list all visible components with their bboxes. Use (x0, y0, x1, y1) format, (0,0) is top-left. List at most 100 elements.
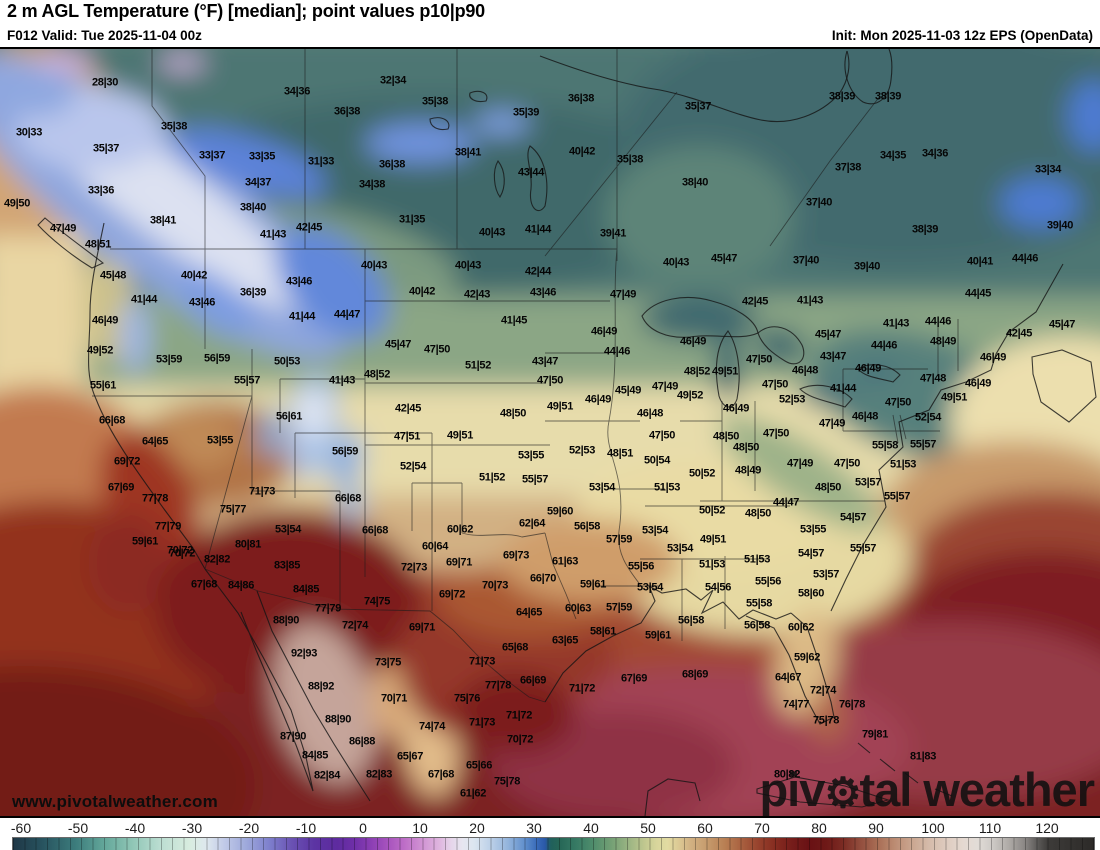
state-border-paths (92, 49, 959, 703)
point-value-label: 51|53 (698, 558, 726, 571)
point-value-label: 53|54 (641, 524, 669, 537)
point-value-label: 60|62 (446, 523, 474, 536)
point-value-label: 44|46 (924, 315, 952, 328)
point-value-label: 42|45 (394, 402, 422, 415)
point-value-label: 47|50 (648, 429, 676, 442)
point-value-label: 59|62 (793, 651, 821, 664)
point-value-label: 46|48 (851, 410, 879, 423)
point-value-label: 41|44 (130, 293, 158, 306)
point-value-label: 36|38 (378, 158, 406, 171)
point-value-label: 46|48 (636, 407, 664, 420)
colorbar-tick: 110 (978, 820, 1002, 836)
point-value-label: 55|56 (627, 560, 655, 573)
point-value-label: 46|49 (679, 335, 707, 348)
point-value-label: 48|50 (499, 407, 527, 420)
point-value-label: 39|41 (599, 227, 627, 240)
point-value-label: 59|61 (131, 535, 159, 548)
pivotal-weather-logo: piv⚙tal weather (759, 766, 1095, 816)
point-value-label: 40|42 (568, 145, 596, 158)
point-value-label: 40|41 (966, 255, 994, 268)
point-value-label: 48|50 (712, 430, 740, 443)
point-value-label: 60|62 (787, 621, 815, 634)
point-value-label: 47|50 (745, 353, 773, 366)
point-value-label: 49|51 (940, 391, 968, 404)
point-value-label: 77|78 (484, 679, 512, 692)
point-value-label: 46|49 (979, 351, 1007, 364)
point-value-label: 47|49 (818, 417, 846, 430)
point-value-label: 37|38 (834, 161, 862, 174)
point-value-label: 56|59 (331, 445, 359, 458)
point-value-label: 46|49 (722, 402, 750, 415)
gear-icon: ⚙ (824, 769, 861, 816)
point-value-label: 38|39 (874, 90, 902, 103)
point-value-label: 48|52 (683, 365, 711, 378)
point-value-label: 38|39 (911, 223, 939, 236)
point-value-label: 38|39 (828, 90, 856, 103)
colorbar-tick: -40 (124, 820, 146, 836)
point-value-layer: 28|30 34|36 36|38 35|38 30|33 35|37 33|37 33|35… (0, 49, 1100, 816)
coastline-paths (37, 49, 1097, 816)
point-value-label: 51|53 (743, 553, 771, 566)
point-value-label: 37|40 (792, 254, 820, 267)
point-value-label: 82|84 (313, 769, 341, 782)
point-value-label: 70|71 (380, 692, 408, 705)
point-value-label: 70|72 (168, 547, 196, 560)
point-value-label: 53|54 (636, 581, 664, 594)
point-value-label: 69|72 (113, 455, 141, 468)
point-value-label: 83|85 (273, 559, 301, 572)
point-value-label: 61|62 (459, 787, 487, 800)
point-value-label: 56|59 (203, 352, 231, 365)
point-value-label: 48|51 (84, 238, 112, 251)
point-value-label: 44|47 (772, 496, 800, 509)
colorbar-tick: 50 (640, 820, 656, 836)
colorbar-tick: 100 (921, 820, 945, 836)
point-value-label: 36|38 (333, 105, 361, 118)
point-value-label: 52|54 (914, 411, 942, 424)
point-value-label: 34|36 (921, 147, 949, 160)
colorbar-tick: 30 (526, 820, 542, 836)
point-value-label: 46|49 (584, 393, 612, 406)
point-value-label: 69|72 (438, 588, 466, 601)
colorbar-tick: 120 (1035, 820, 1059, 836)
colorbar-tick: 40 (583, 820, 599, 836)
point-value-label: 47|51 (393, 430, 421, 443)
point-value-label: 48|51 (606, 447, 634, 460)
point-value-label: 41|43 (259, 228, 287, 241)
point-value-label: 55|58 (745, 597, 773, 610)
point-value-label: 41|43 (796, 294, 824, 307)
point-value-label: 69|71 (408, 621, 436, 634)
point-value-label: 50|52 (698, 504, 726, 517)
colorbar-gradient (12, 837, 1095, 850)
point-value-label: 47|49 (651, 380, 679, 393)
point-value-label: 61|63 (551, 555, 579, 568)
point-value-label: 67|68 (190, 578, 218, 591)
point-value-label: 33|34 (1034, 163, 1062, 176)
point-value-label: 77|78 (141, 492, 169, 505)
point-value-label: 43|47 (531, 355, 559, 368)
point-value-label: 33|36 (87, 184, 115, 197)
point-value-label: 36|38 (567, 92, 595, 105)
point-value-label: 87|90 (279, 730, 307, 743)
point-value-label: 45|47 (710, 252, 738, 265)
point-value-label: 42|45 (741, 295, 769, 308)
point-value-label: 49|52 (676, 389, 704, 402)
point-value-label: 72|74 (809, 684, 837, 697)
point-value-label: 53|59 (155, 353, 183, 366)
point-value-label: 55|57 (521, 473, 549, 486)
colorbar-tick-labels: -60 -50 -40 -30 -20 -10 0 10 20 30 40 50 60 70 80 90 100… (0, 820, 1100, 837)
point-value-label: 43|44 (517, 166, 545, 179)
point-value-label: 39|40 (853, 260, 881, 273)
point-value-label: 55|57 (909, 438, 937, 451)
point-value-label: 60|63 (564, 602, 592, 615)
point-value-label: 35|38 (160, 120, 188, 133)
point-value-label: 40|42 (180, 269, 208, 282)
point-value-label: 40|43 (454, 259, 482, 272)
point-value-label: 41|45 (500, 314, 528, 327)
point-value-label: 43|46 (285, 275, 313, 288)
point-value-label: 45|47 (1048, 318, 1076, 331)
point-value-label: 60|64 (421, 540, 449, 553)
point-value-label: 66|69 (519, 674, 547, 687)
point-value-label: 48|49 (929, 335, 957, 348)
point-value-label: 38|40 (681, 176, 709, 189)
great-lakes-outlines (429, 90, 901, 408)
